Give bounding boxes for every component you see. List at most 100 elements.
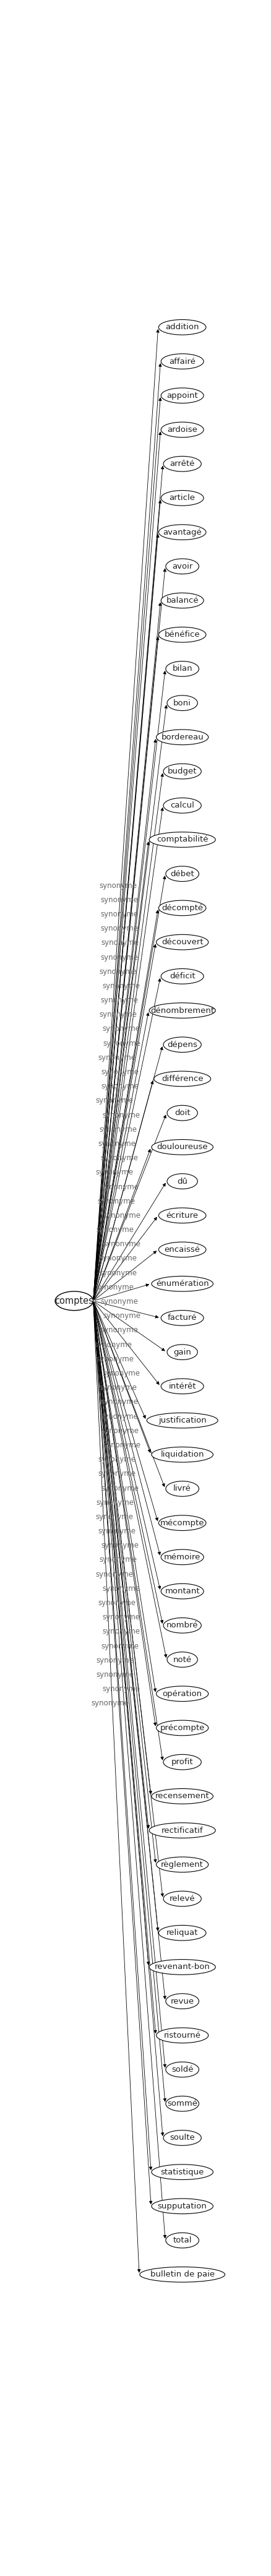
Ellipse shape (165, 1994, 198, 2009)
Text: relevé: relevé (169, 1896, 195, 1904)
Text: synonyme: synonyme (100, 909, 138, 917)
Ellipse shape (158, 319, 205, 335)
Text: affairé: affairé (169, 358, 195, 366)
Ellipse shape (156, 1687, 208, 1700)
Text: synonyme: synonyme (102, 981, 140, 989)
Text: revue: revue (170, 1996, 194, 2004)
Text: mémoire: mémoire (164, 1553, 200, 1561)
Text: synonyme: synonyme (102, 1110, 140, 1118)
Text: avoir: avoir (172, 562, 192, 569)
Text: précompte: précompte (160, 1723, 204, 1731)
Text: synonyme: synonyme (102, 1370, 140, 1378)
Text: synonyme: synonyme (95, 1097, 133, 1105)
Text: écriture: écriture (166, 1211, 198, 1218)
Text: synonyme: synonyme (98, 1455, 136, 1463)
Ellipse shape (161, 1311, 203, 1327)
Text: énumération: énumération (156, 1280, 208, 1288)
Ellipse shape (147, 1412, 217, 1427)
Text: sommé: sommé (167, 2099, 197, 2107)
Ellipse shape (165, 1481, 198, 1497)
Ellipse shape (151, 1139, 213, 1154)
Text: soldé: soldé (171, 2066, 193, 2074)
Text: appoint: appoint (166, 392, 198, 399)
Ellipse shape (165, 2061, 198, 2076)
Ellipse shape (163, 1038, 201, 1051)
Ellipse shape (167, 696, 197, 711)
Text: synonyme: synonyme (98, 1139, 136, 1149)
Text: intérêt: intérêt (168, 1383, 196, 1391)
Text: synonyme: synonyme (101, 1182, 139, 1190)
Ellipse shape (158, 902, 205, 914)
Text: synonyme: synonyme (102, 1440, 140, 1450)
Text: recensement: recensement (155, 1793, 209, 1801)
Text: opération: opération (162, 1690, 202, 1698)
Text: justification: justification (158, 1417, 206, 1425)
Ellipse shape (161, 389, 203, 404)
Text: profit: profit (171, 1757, 193, 1767)
Ellipse shape (158, 1515, 205, 1530)
Text: calcul: calcul (170, 801, 194, 809)
Text: synonyme: synonyme (96, 1672, 134, 1680)
Text: synonyme: synonyme (102, 1613, 140, 1620)
Ellipse shape (161, 1584, 203, 1600)
Text: synonyme: synonyme (95, 1571, 133, 1579)
Text: synonyme: synonyme (101, 1540, 139, 1551)
Text: différence: différence (161, 1074, 203, 1082)
Text: synonyme: synonyme (95, 1170, 133, 1177)
Text: comptes: comptes (54, 1296, 93, 1306)
Ellipse shape (156, 1721, 208, 1736)
Text: mécompte: mécompte (160, 1520, 204, 1528)
Text: synonyme: synonyme (101, 1484, 139, 1492)
Text: décompté: décompté (161, 904, 203, 912)
Text: synonyme: synonyme (96, 1355, 134, 1363)
Text: boni: boni (173, 698, 191, 706)
Text: synonyme: synonyme (99, 1383, 137, 1391)
Text: synonyme: synonyme (100, 1298, 138, 1306)
Text: dénombrement: dénombrement (150, 1007, 214, 1015)
Ellipse shape (165, 662, 198, 677)
Ellipse shape (163, 1618, 201, 1633)
Ellipse shape (139, 2267, 224, 2282)
Text: synonyme: synonyme (101, 1427, 139, 1435)
Text: addition: addition (165, 322, 199, 332)
Text: nombré: nombré (166, 1620, 198, 1631)
Text: gain: gain (173, 1347, 191, 1355)
Text: synonyme: synonyme (99, 1556, 137, 1564)
Text: synonyme: synonyme (100, 997, 138, 1005)
Text: synonyme: synonyme (100, 1399, 138, 1406)
Ellipse shape (151, 1788, 213, 1803)
Text: douloureuse: douloureuse (156, 1144, 207, 1151)
Text: synonyme: synonyme (96, 1499, 134, 1507)
Ellipse shape (163, 762, 201, 778)
Text: dépens: dépens (167, 1041, 197, 1048)
Text: bilan: bilan (172, 665, 192, 672)
Text: avantagé: avantagé (163, 528, 201, 536)
Ellipse shape (165, 866, 198, 881)
Text: synonyme: synonyme (99, 881, 137, 889)
Text: synonyme: synonyme (99, 1255, 137, 1262)
Ellipse shape (55, 1291, 93, 1311)
Text: synonyme: synonyme (100, 1412, 138, 1419)
Text: arrêté: arrêté (169, 461, 194, 469)
Text: bordereau: bordereau (161, 734, 203, 742)
Text: synonyme: synonyme (101, 1082, 139, 1090)
Ellipse shape (154, 1072, 210, 1087)
Text: synonyme: synonyme (98, 1528, 136, 1535)
Text: synonyme: synonyme (96, 1226, 134, 1234)
Ellipse shape (161, 422, 203, 438)
Text: synonyme: synonyme (96, 1283, 134, 1291)
Ellipse shape (165, 2233, 198, 2249)
Text: ardoise: ardoise (167, 425, 197, 433)
Ellipse shape (158, 1924, 205, 1940)
Ellipse shape (151, 1448, 213, 1463)
Text: total: total (172, 2236, 191, 2244)
Text: synonyme: synonyme (102, 1628, 140, 1636)
Text: dû: dû (177, 1177, 187, 1185)
Text: synonyme: synonyme (100, 1154, 138, 1162)
Text: synonyme: synonyme (102, 1685, 140, 1692)
Text: encaissé: encaissé (164, 1247, 200, 1255)
Text: synonyme: synonyme (102, 1311, 140, 1319)
Text: synonyme: synonyme (94, 1340, 132, 1350)
Text: synonyme: synonyme (98, 1471, 136, 1479)
Text: synonyme: synonyme (102, 1211, 140, 1218)
